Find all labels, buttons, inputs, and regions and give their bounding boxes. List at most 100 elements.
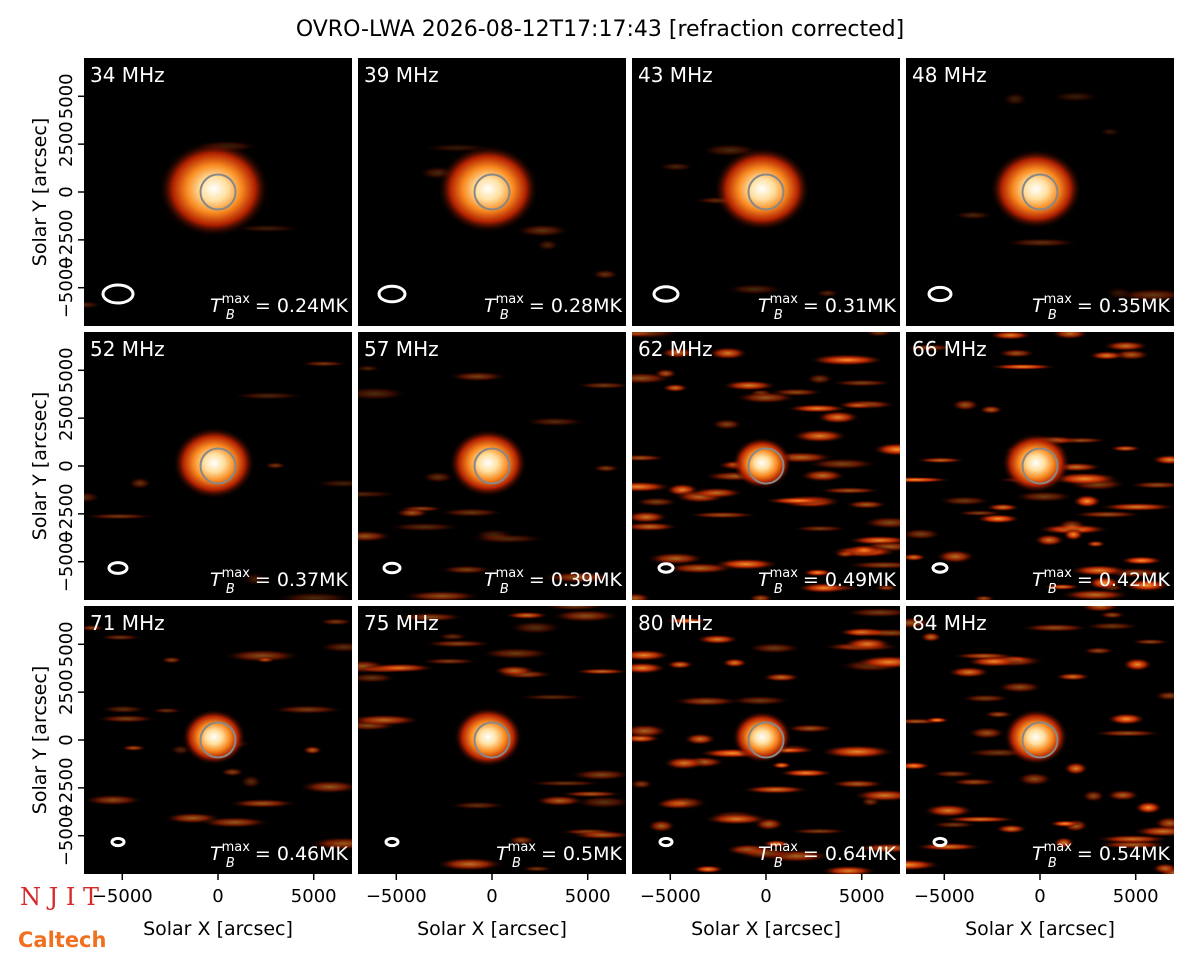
beam <box>927 285 953 303</box>
noise-streak <box>763 496 833 505</box>
noise-streak <box>949 778 1000 786</box>
panel-label: 34 MHz <box>90 63 165 87</box>
noise-streak <box>559 790 624 798</box>
noise-streak <box>906 344 956 352</box>
noise-streak <box>84 513 156 520</box>
panel: 39 MHz Tmax B = 0.28MK <box>358 58 626 326</box>
noise-streak <box>791 429 849 443</box>
tb-value: 0.49MK <box>825 569 897 591</box>
x-axis-label: Solar X [arcsec] <box>965 918 1115 940</box>
noise-streak <box>1071 510 1143 519</box>
tb-symbol: T <box>496 843 509 865</box>
noise-streak <box>847 544 881 556</box>
tb-sup: max <box>770 840 799 855</box>
noise-streak <box>864 332 893 337</box>
noise-streak <box>541 571 616 584</box>
noise-streak <box>657 795 709 810</box>
noise-streak <box>947 666 991 678</box>
tb-sub: B <box>226 856 235 871</box>
noise-streak <box>388 522 461 532</box>
y-tick-label: 2500 <box>56 121 77 167</box>
x-tick-label: −5000 <box>640 886 701 907</box>
noise-streak <box>988 332 1033 340</box>
noise-streak <box>573 668 626 675</box>
noise-streak <box>1119 556 1164 565</box>
solar-disk <box>473 447 511 485</box>
tb-sup: max <box>770 292 799 307</box>
noise-streak <box>569 769 626 781</box>
noise-streak <box>437 632 468 641</box>
tb-symbol: T <box>484 295 497 317</box>
beam <box>107 561 129 575</box>
panel: 34 MHz Tmax B = 0.24MK −5000−2500 0 25005000S… <box>29 58 352 326</box>
noise-streak <box>906 528 942 540</box>
tb-sub: B <box>1048 856 1057 871</box>
noise-streak <box>574 381 626 390</box>
noise-streak <box>438 507 505 518</box>
noise-streak <box>1098 611 1126 619</box>
noise-streak <box>771 761 792 769</box>
noise-streak <box>672 696 741 707</box>
noise-streak <box>994 824 1028 834</box>
noise-streak <box>919 631 942 643</box>
noise-streak <box>802 568 833 577</box>
noise-streak <box>983 710 1014 719</box>
noise-streak <box>915 457 966 464</box>
noise-streak <box>935 549 976 564</box>
tb-eq: = <box>1071 295 1099 317</box>
noise-streak <box>720 380 778 391</box>
panel-label: 66 MHz <box>912 337 987 361</box>
noise-streak <box>508 620 563 635</box>
tb-sub: B <box>1048 582 1057 597</box>
beam <box>384 836 400 848</box>
noise-streak <box>276 591 352 600</box>
panel-image <box>84 332 352 600</box>
noise-streak <box>689 487 744 499</box>
noise-streak <box>1122 657 1153 672</box>
noise-streak <box>761 672 801 682</box>
noise-streak <box>632 662 668 675</box>
x-tick-label: 0 <box>760 886 771 907</box>
noise-streak <box>985 503 1021 512</box>
noise-streak <box>967 726 1006 740</box>
solar-disk <box>1021 447 1059 485</box>
noise-streak <box>255 656 276 664</box>
tb-max-annotation: Tmax B = 0.64MK <box>758 840 897 871</box>
noise-streak <box>517 694 589 701</box>
panel-image <box>84 606 352 874</box>
y-tick-label: 5000 <box>56 73 77 119</box>
noise-streak <box>788 828 849 835</box>
noise-streak <box>592 464 620 473</box>
panel-image <box>358 58 626 326</box>
noise-streak <box>534 795 585 807</box>
noise-streak <box>663 562 736 574</box>
noise-streak <box>735 846 795 860</box>
noise-streak <box>231 391 305 400</box>
noise-streak <box>799 469 846 483</box>
panel-image <box>906 606 1174 874</box>
tb-sub: B <box>774 856 783 871</box>
noise-streak <box>845 560 900 570</box>
x-tick-label: 0 <box>1034 886 1045 907</box>
noise-streak <box>448 801 508 810</box>
tb-sup: max <box>508 840 537 855</box>
source-emission <box>172 427 256 499</box>
tb-symbol: T <box>758 295 771 317</box>
noise-streak <box>632 649 671 662</box>
tb-eq: = <box>249 569 277 591</box>
noise-streak <box>703 813 771 825</box>
x-tick-label: 0 <box>486 886 497 907</box>
noise-streak <box>358 530 393 543</box>
noise-streak <box>570 830 626 840</box>
noise-streak <box>829 779 886 789</box>
noise-streak <box>817 487 883 495</box>
source-emission <box>181 709 247 765</box>
panel-label: 39 MHz <box>364 63 439 87</box>
noise-streak <box>872 442 900 457</box>
noise-streak <box>1003 238 1080 248</box>
noise-streak <box>1097 502 1174 512</box>
noise-streak <box>358 365 381 372</box>
tb-eq: = <box>249 295 277 317</box>
panel-image <box>358 606 626 874</box>
beam <box>657 562 675 574</box>
